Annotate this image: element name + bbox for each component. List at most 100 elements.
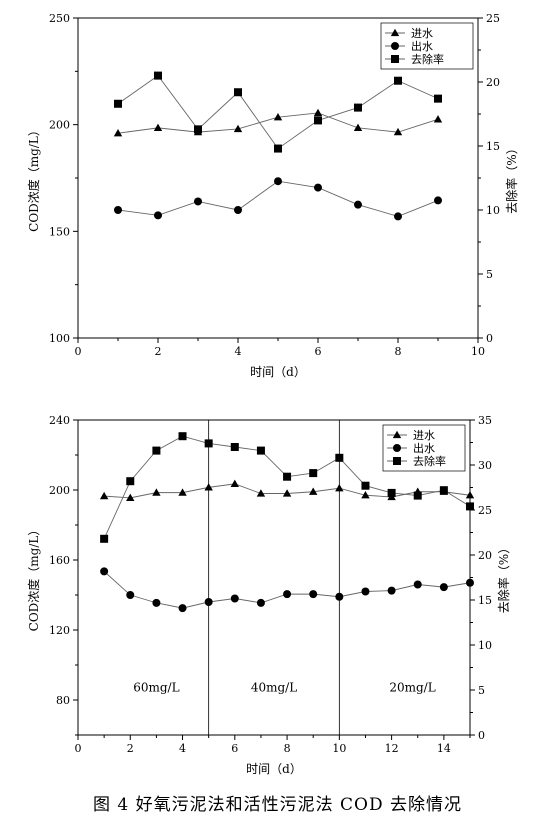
y-right-tick-label: 35: [478, 414, 492, 427]
y-right-tick-label: 5: [486, 268, 493, 281]
y-right-axis-label: 去除率（%）: [496, 542, 511, 613]
data-point-circle: [204, 598, 213, 606]
y-left-axis-label: COD浓度（mg/L）: [26, 524, 41, 632]
chart-top: 0 2 4 6 8 10 100 150 200 250 0 5 10 15 20 25 时间（d） COD浓度（…: [26, 12, 519, 379]
y-left-tick-label: 240: [49, 414, 70, 427]
data-point-circle: [413, 580, 422, 589]
y-left-tick-label: 80: [56, 694, 70, 707]
data-point-circle: [154, 211, 162, 220]
data-point-circle: [354, 200, 362, 209]
data-point-triangle: [309, 487, 318, 495]
data-point-circle: [274, 177, 282, 186]
data-point-triangle: [353, 123, 363, 132]
legend-label: 进水: [413, 429, 435, 442]
data-point-square: [394, 76, 402, 85]
data-point-circle: [439, 583, 448, 592]
y-left-tick-label: 200: [49, 119, 70, 132]
data-point-triangle: [233, 124, 243, 133]
y-left-tick-label: 200: [49, 484, 70, 497]
y-left-tick-label: 160: [49, 554, 70, 567]
data-point-circle: [309, 590, 318, 599]
legend-marker-triangle: [390, 28, 400, 37]
data-point-square: [354, 103, 362, 112]
data-point-square: [154, 71, 162, 80]
x-axis-label: 时间（d）: [250, 365, 306, 379]
data-point-square: [234, 88, 242, 97]
data-point-square: [413, 491, 422, 500]
data-point-square: [434, 94, 442, 103]
chart-bottom: 0 2 4 6 8 10 12 14 80 120 160 200 240 0 5 10 15 20 25 30 35 时…: [26, 414, 511, 776]
data-point-triangle: [152, 488, 161, 496]
y-right-tick-label: 0: [486, 332, 493, 345]
y-left-tick-label: 120: [49, 624, 70, 637]
y-right-axis-label: 去除率（%）: [504, 142, 519, 213]
y-right-tick-label: 20: [486, 76, 500, 89]
legend-label: 出水: [413, 441, 435, 455]
legend-marker-triangle: [392, 430, 402, 439]
x-tick-label: 6: [231, 742, 238, 755]
series-line-circle: [117, 180, 439, 217]
data-point-triangle: [113, 129, 123, 137]
x-tick-label: 14: [437, 742, 451, 755]
data-point-triangle: [433, 115, 443, 123]
legend-label: 出水: [411, 39, 433, 53]
data-point-circle: [361, 587, 370, 596]
data-point-square: [114, 99, 122, 108]
y-right-tick-label: 10: [478, 639, 492, 652]
y-left-tick-label: 100: [49, 332, 70, 345]
data-point-triangle: [335, 484, 344, 492]
data-point-triangle: [282, 489, 292, 497]
data-point-triangle: [273, 113, 283, 121]
data-point-square: [466, 502, 474, 511]
x-axis-label: 时间（d）: [246, 762, 302, 776]
data-point-circle: [314, 183, 322, 192]
data-point-circle: [114, 206, 122, 214]
data-point-square: [230, 443, 239, 451]
data-point-square: [283, 472, 292, 481]
x-tick-label: 0: [75, 742, 82, 755]
data-point-square: [387, 488, 396, 497]
data-point-circle: [434, 196, 442, 205]
legend-marker-square: [393, 457, 401, 465]
x-tick-label: 2: [155, 345, 162, 358]
data-point-triangle: [99, 491, 109, 500]
data-point-triangle: [313, 108, 323, 117]
x-tick-label: 10: [332, 742, 346, 755]
data-point-square: [335, 453, 344, 462]
data-point-circle: [152, 598, 161, 607]
phase-label: 60mg/L: [133, 680, 179, 694]
y-left-tick-label: 150: [49, 225, 70, 238]
data-point-circle: [256, 598, 265, 607]
data-point-circle: [100, 567, 109, 576]
y-right-tick-label: 30: [478, 459, 492, 472]
y-right-tick-label: 20: [478, 549, 492, 562]
y-right-tick-label: 5: [478, 684, 485, 697]
legend-label: 进水: [411, 27, 433, 40]
x-tick-label: 6: [315, 345, 322, 358]
x-tick-label: 4: [235, 345, 242, 358]
legend-marker-circle: [391, 42, 399, 50]
data-point-square: [314, 116, 322, 125]
y-right-tick-label: 15: [486, 140, 500, 153]
legend-marker-square: [391, 55, 399, 63]
x-tick-label: 4: [179, 742, 186, 755]
legend-label: 去除率: [411, 52, 444, 66]
data-point-circle: [126, 591, 135, 599]
data-point-square: [256, 446, 265, 455]
legend-marker-circle: [393, 444, 401, 452]
data-point-square: [309, 469, 318, 478]
data-point-triangle: [256, 489, 266, 497]
legend-label: 去除率: [413, 454, 446, 468]
data-point-triangle: [230, 479, 239, 488]
y-right-tick-label: 25: [478, 504, 492, 517]
data-point-triangle: [126, 493, 135, 502]
data-point-square: [100, 534, 109, 543]
y-right-tick-label: 10: [486, 204, 500, 217]
y-left-axis-label: COD浓度（mg/L）: [26, 124, 41, 232]
data-point-square: [178, 432, 187, 441]
data-point-square: [194, 125, 202, 134]
data-point-square: [361, 481, 370, 490]
phase-label: 40mg/L: [251, 680, 297, 694]
x-tick-label: 10: [471, 345, 485, 358]
